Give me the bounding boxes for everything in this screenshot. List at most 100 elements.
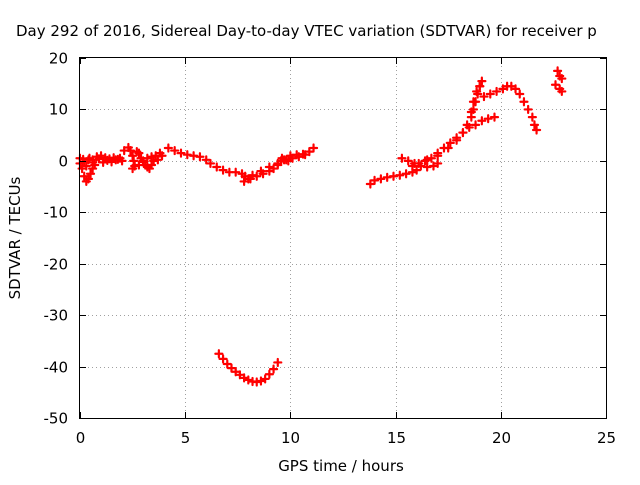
data-point-marker [462,120,472,130]
data-point-marker [468,97,479,107]
data-point-marker [308,143,319,153]
data-point-marker [515,89,525,99]
data-points [75,66,567,387]
x-tick-label: 5 [181,429,191,447]
data-point-marker [304,147,314,157]
data-point-marker [470,120,481,130]
x-tick-label: 0 [76,429,86,447]
data-point-marker [407,161,418,171]
data-point-marker [382,172,392,182]
data-point-marker [85,169,96,179]
data-point-marker [247,170,258,180]
data-point-marker [239,176,249,187]
x-axis-label: GPS time / hours [278,457,404,475]
data-point-marker [527,112,537,122]
data-point-marker [205,158,216,169]
y-tick-label: 0 [58,153,68,171]
y-tick-label: 20 [49,50,68,68]
data-point-marker [550,80,561,90]
data-point-marker [395,170,405,180]
data-point-marker [466,107,476,117]
y-tick-label: -10 [44,204,69,222]
x-tick-label: 15 [387,429,406,447]
y-tick-label: -30 [44,307,69,325]
data-point-marker [298,149,308,159]
data-point-marker [125,145,136,156]
data-point-marker [523,104,533,115]
data-point-marker [212,162,222,172]
data-point-marker [231,167,241,177]
data-point-marker [214,349,224,359]
data-point-marker [83,174,94,184]
plot-frame [79,57,607,419]
grid [80,58,606,418]
data-point-marker [285,151,295,161]
data-point-marker [458,127,468,138]
data-point-marker [153,155,163,165]
data-point-marker [176,148,186,158]
data-point-marker [273,158,283,169]
data-point-marker [412,165,422,175]
data-point-marker [479,91,489,102]
data-point-marker [277,153,287,163]
data-point-marker [268,364,279,374]
data-point-marker [557,86,567,97]
y-tick-label: -40 [44,359,69,377]
data-point-marker [163,143,173,153]
data-point-marker [529,120,540,130]
data-point-marker [510,84,521,94]
data-point-marker [201,155,211,165]
data-point-marker [182,150,192,160]
data-point-marker [369,175,380,185]
data-point-marker [264,369,274,379]
data-point-marker [489,112,500,122]
data-point-marker [195,152,205,162]
data-point-marker [226,363,237,373]
data-point-marker [531,125,542,135]
data-point-marker [519,97,529,107]
data-point-marker [491,86,502,97]
data-point-marker [485,89,495,99]
axes: 0 5 10 15 20 25 20 10 0 -10 -20 -30 -40 -50 [44,50,617,448]
y-tick-label: 10 [49,101,68,119]
data-point-marker [365,179,375,189]
data-point-marker [433,158,443,169]
data-point-marker [477,76,487,86]
chart-title: Day 292 of 2016, Sidereal Day-to-day VTE… [16,22,597,40]
data-point-marker [115,153,125,163]
data-point-marker [260,374,270,384]
data-point-marker [222,359,232,369]
data-point-marker [388,171,399,181]
data-point-marker [557,73,567,84]
x-tick-label: 25 [597,429,616,447]
data-point-marker [134,148,144,158]
y-tick-label: -20 [44,256,69,274]
data-point-marker [376,174,386,184]
data-point-marker [422,162,432,172]
data-point-marker [170,145,180,156]
data-point-marker [401,169,411,179]
data-point-marker [138,157,148,167]
data-point-marker [475,81,485,91]
data-point-marker [273,357,283,368]
x-tick-label: 20 [492,429,511,447]
data-point-marker [218,165,228,175]
data-point-marker [422,155,432,165]
data-point-marker [553,66,563,76]
data-point-marker [483,114,493,124]
data-point-marker [128,163,138,174]
data-point-marker [88,157,98,167]
data-point-marker [157,151,167,161]
y-tick-label: -50 [44,410,69,428]
data-point-marker [477,116,487,126]
data-point-marker [445,138,455,148]
data-point-marker [472,86,482,97]
data-point-marker [218,354,228,364]
y-axis-label: SDTVAR / TECUs [6,176,24,299]
data-point-marker [189,151,199,161]
x-tick-label: 10 [281,429,300,447]
data-point-marker [433,151,443,161]
data-point-marker [403,156,413,166]
